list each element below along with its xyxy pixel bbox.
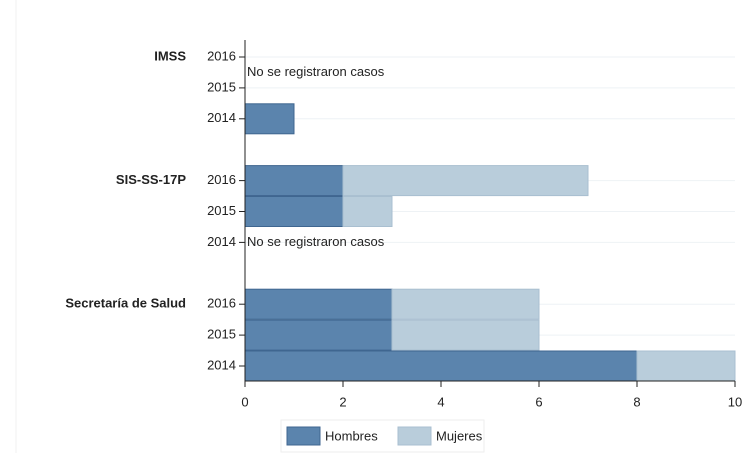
x-tick-label: 2 bbox=[339, 394, 346, 409]
group-label: IMSS bbox=[154, 48, 186, 63]
x-tick-label: 4 bbox=[437, 394, 444, 409]
legend-swatch bbox=[397, 426, 432, 446]
y-tick-label: 2014 bbox=[207, 234, 236, 249]
group-label: Secretaría de Salud bbox=[65, 296, 186, 311]
bar bbox=[244, 350, 638, 382]
y-tick-label: 2016 bbox=[207, 296, 236, 311]
bar bbox=[391, 288, 540, 320]
bar bbox=[244, 288, 393, 320]
bar bbox=[342, 165, 589, 197]
y-tick-label: 2016 bbox=[207, 48, 236, 63]
group-label: SIS-SS-17P bbox=[116, 172, 186, 187]
bar bbox=[244, 196, 344, 227]
bar bbox=[636, 350, 736, 382]
y-tick-label: 2015 bbox=[207, 79, 236, 94]
y-tick-label: 2014 bbox=[207, 357, 236, 372]
bar bbox=[244, 165, 344, 197]
y-tick-label: 2014 bbox=[207, 110, 236, 125]
bar bbox=[244, 103, 295, 135]
y-tick-label: 2016 bbox=[207, 172, 236, 187]
bar bbox=[391, 319, 540, 351]
x-tick-label: 8 bbox=[633, 394, 640, 409]
x-tick-label: 6 bbox=[535, 394, 542, 409]
y-tick-label: 2015 bbox=[207, 327, 236, 342]
legend-label: Mujeres bbox=[436, 428, 483, 443]
legend-swatch bbox=[286, 426, 321, 446]
note: No se registraron casos bbox=[247, 64, 385, 79]
note: No se registraron casos bbox=[247, 234, 385, 249]
bar bbox=[342, 196, 393, 227]
legend-label: Hombres bbox=[325, 428, 378, 443]
x-tick-label: 10 bbox=[728, 394, 742, 409]
y-tick-label: 2015 bbox=[207, 203, 236, 218]
x-tick-label: 0 bbox=[241, 394, 248, 409]
bar bbox=[244, 319, 393, 351]
